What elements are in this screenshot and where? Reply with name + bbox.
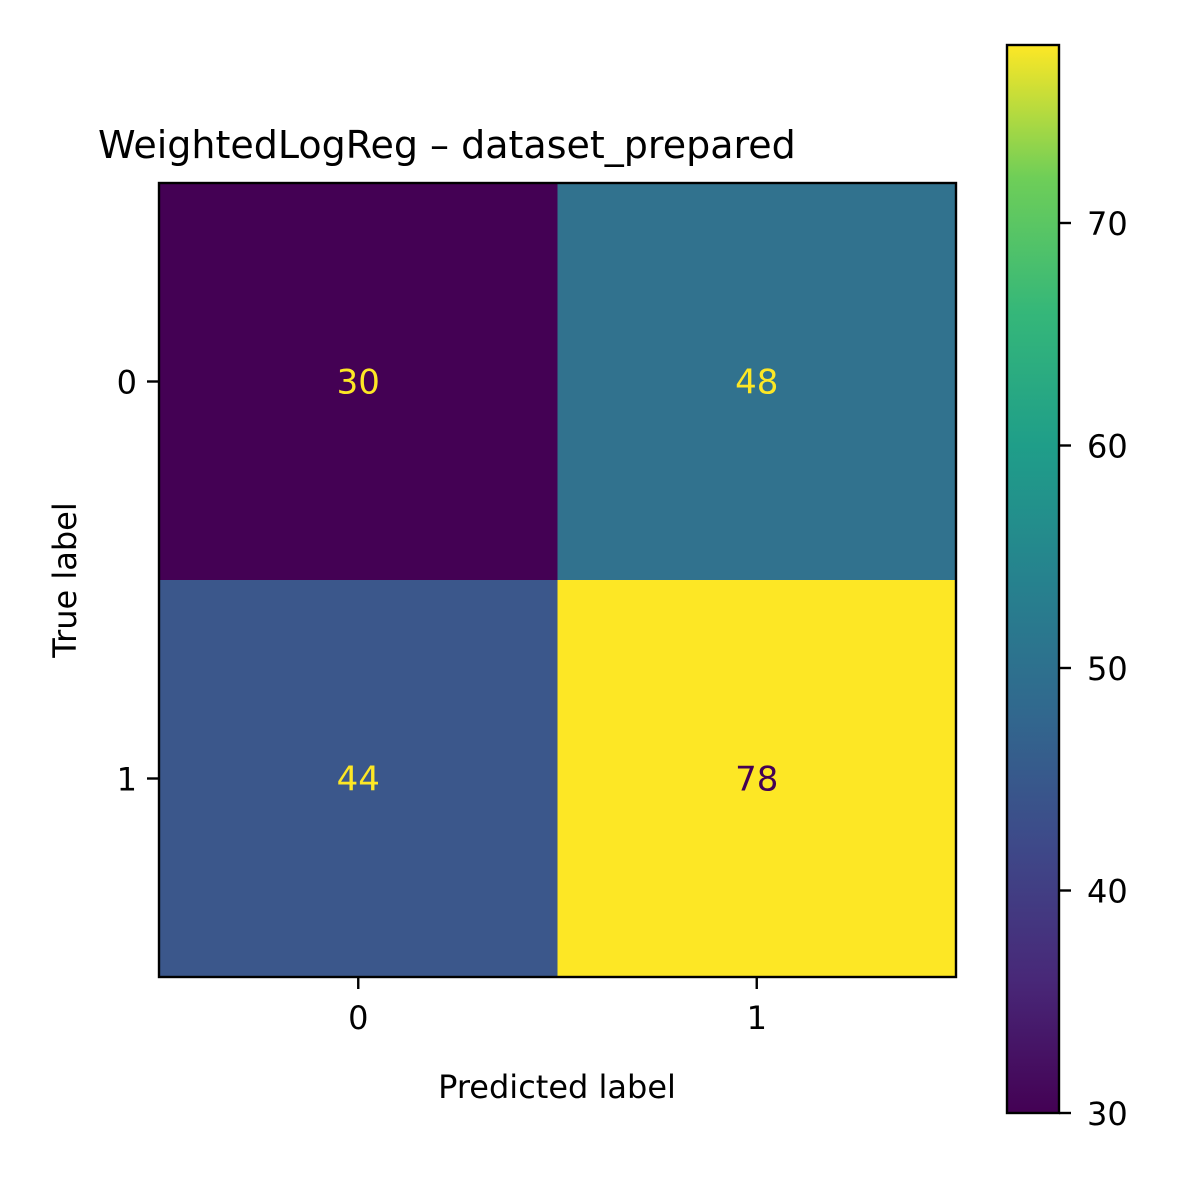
y-tick-label: 0: [117, 364, 137, 402]
matrix-cell-1-0: [159, 580, 558, 977]
matrix-cell-1-1: [557, 580, 956, 977]
x-tick-label: 0: [348, 999, 368, 1037]
chart-title: WeightedLogReg – dataset_prepared: [98, 123, 796, 167]
cell-value-label: 78: [735, 760, 778, 800]
matrix-cell-labels: 30 48 44 78: [337, 363, 779, 800]
y-axis-label: True label: [46, 502, 84, 659]
cell-value-label: 30: [337, 363, 380, 403]
colorbar-tick-label: 40: [1087, 873, 1128, 911]
colorbar-tick-label: 50: [1087, 650, 1128, 688]
y-tick-label: 1: [117, 761, 137, 799]
cell-value-label: 44: [337, 760, 380, 800]
colorbar: [1005, 43, 1061, 1115]
colorbar-tick-label: 70: [1087, 205, 1128, 243]
y-axis: 01: [117, 364, 159, 799]
colorbar-tick-label: 60: [1087, 428, 1128, 466]
x-tick-label: 1: [747, 999, 767, 1037]
cell-value-label: 48: [735, 363, 778, 403]
matrix-cell-0-1: [557, 183, 956, 580]
colorbar-ticks: 30 40 50 60 70: [1059, 205, 1128, 1133]
x-axis-label: Predicted label: [438, 1068, 676, 1106]
matrix-cell-0-0: [159, 183, 558, 580]
colorbar-tick-label: 30: [1087, 1095, 1128, 1133]
matrix-frame: [157, 181, 958, 979]
matrix-cells: [159, 183, 956, 977]
